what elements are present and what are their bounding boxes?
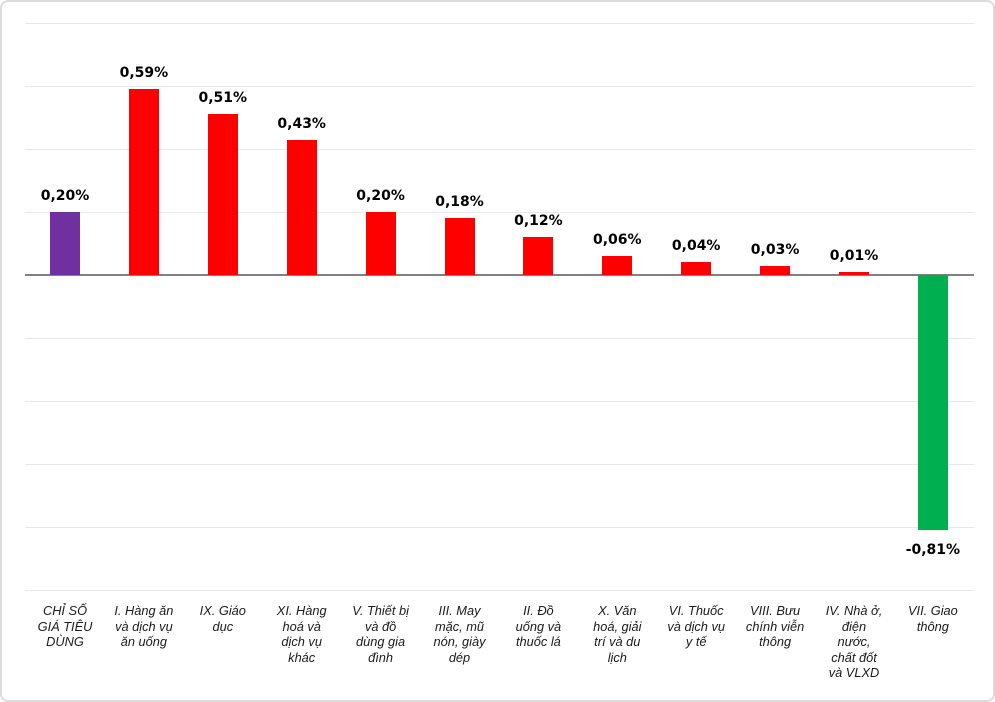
chart-bar xyxy=(917,275,948,531)
category-label: X. Văn hoá, giải trí và du lịch xyxy=(593,603,642,665)
gridline--1 xyxy=(25,590,974,591)
chart-bar xyxy=(50,212,80,275)
value-label: 0,20% xyxy=(40,188,90,204)
chart-bar xyxy=(523,237,554,275)
chart-bar xyxy=(839,271,869,275)
chart-bar xyxy=(444,218,475,275)
gridline-0.2 xyxy=(25,212,974,213)
category-label: VII. Giao thông xyxy=(907,603,958,634)
gridline--0.8 xyxy=(25,527,974,528)
gridline--0.4 xyxy=(25,401,974,402)
category-label: IX. Giáo dục xyxy=(199,603,246,634)
category-label: V. Thiết bị và đồ dùng gia đình xyxy=(352,603,409,665)
x-axis-line xyxy=(25,274,974,276)
value-label: 0,59% xyxy=(119,65,169,82)
gridline--0.6 xyxy=(25,464,974,465)
value-label: 0,18% xyxy=(435,194,484,211)
gridline-0.6 xyxy=(25,86,974,87)
gridline--0.2 xyxy=(25,338,974,339)
category-label: VI. Thuốc và dịch vụ y tế xyxy=(667,603,725,649)
chart-bar xyxy=(365,212,396,275)
value-label: -0,81% xyxy=(905,542,961,559)
value-label: 0,43% xyxy=(277,115,326,132)
category-label: XI. Hàng hoá và dịch vụ khác xyxy=(276,603,327,665)
value-label: 0,03% xyxy=(750,241,800,258)
chart-bar xyxy=(681,262,712,275)
chart-bar xyxy=(602,256,633,275)
value-label: 0,20% xyxy=(356,188,405,204)
value-label: 0,12% xyxy=(514,213,563,230)
chart-bar xyxy=(128,89,159,275)
category-label: IV. Nhà ở, điện nước, chất đốt và VLXD xyxy=(825,603,883,680)
gridline-0.4 xyxy=(25,149,974,150)
chart-bar xyxy=(760,265,791,275)
value-label: 0,01% xyxy=(829,247,879,264)
category-label: I. Hàng ăn và dịch vụ ăn uống xyxy=(114,603,174,649)
category-label: VIII. Bưu chính viễn thông xyxy=(745,603,805,649)
value-label: 0,04% xyxy=(671,238,721,255)
value-label: 0,06% xyxy=(593,232,642,249)
value-label: 0,51% xyxy=(198,90,248,107)
category-label: CHỈ SỐ GIÁ TIÊU DÙNG xyxy=(37,603,93,649)
category-label: II. Đồ uống và thuốc lá xyxy=(515,603,562,649)
chart-bar xyxy=(207,114,238,275)
gridline-0.8 xyxy=(25,23,974,24)
category-label: III. May mặc, mũ nón, giày dép xyxy=(433,603,486,665)
chart-bar xyxy=(286,139,317,275)
